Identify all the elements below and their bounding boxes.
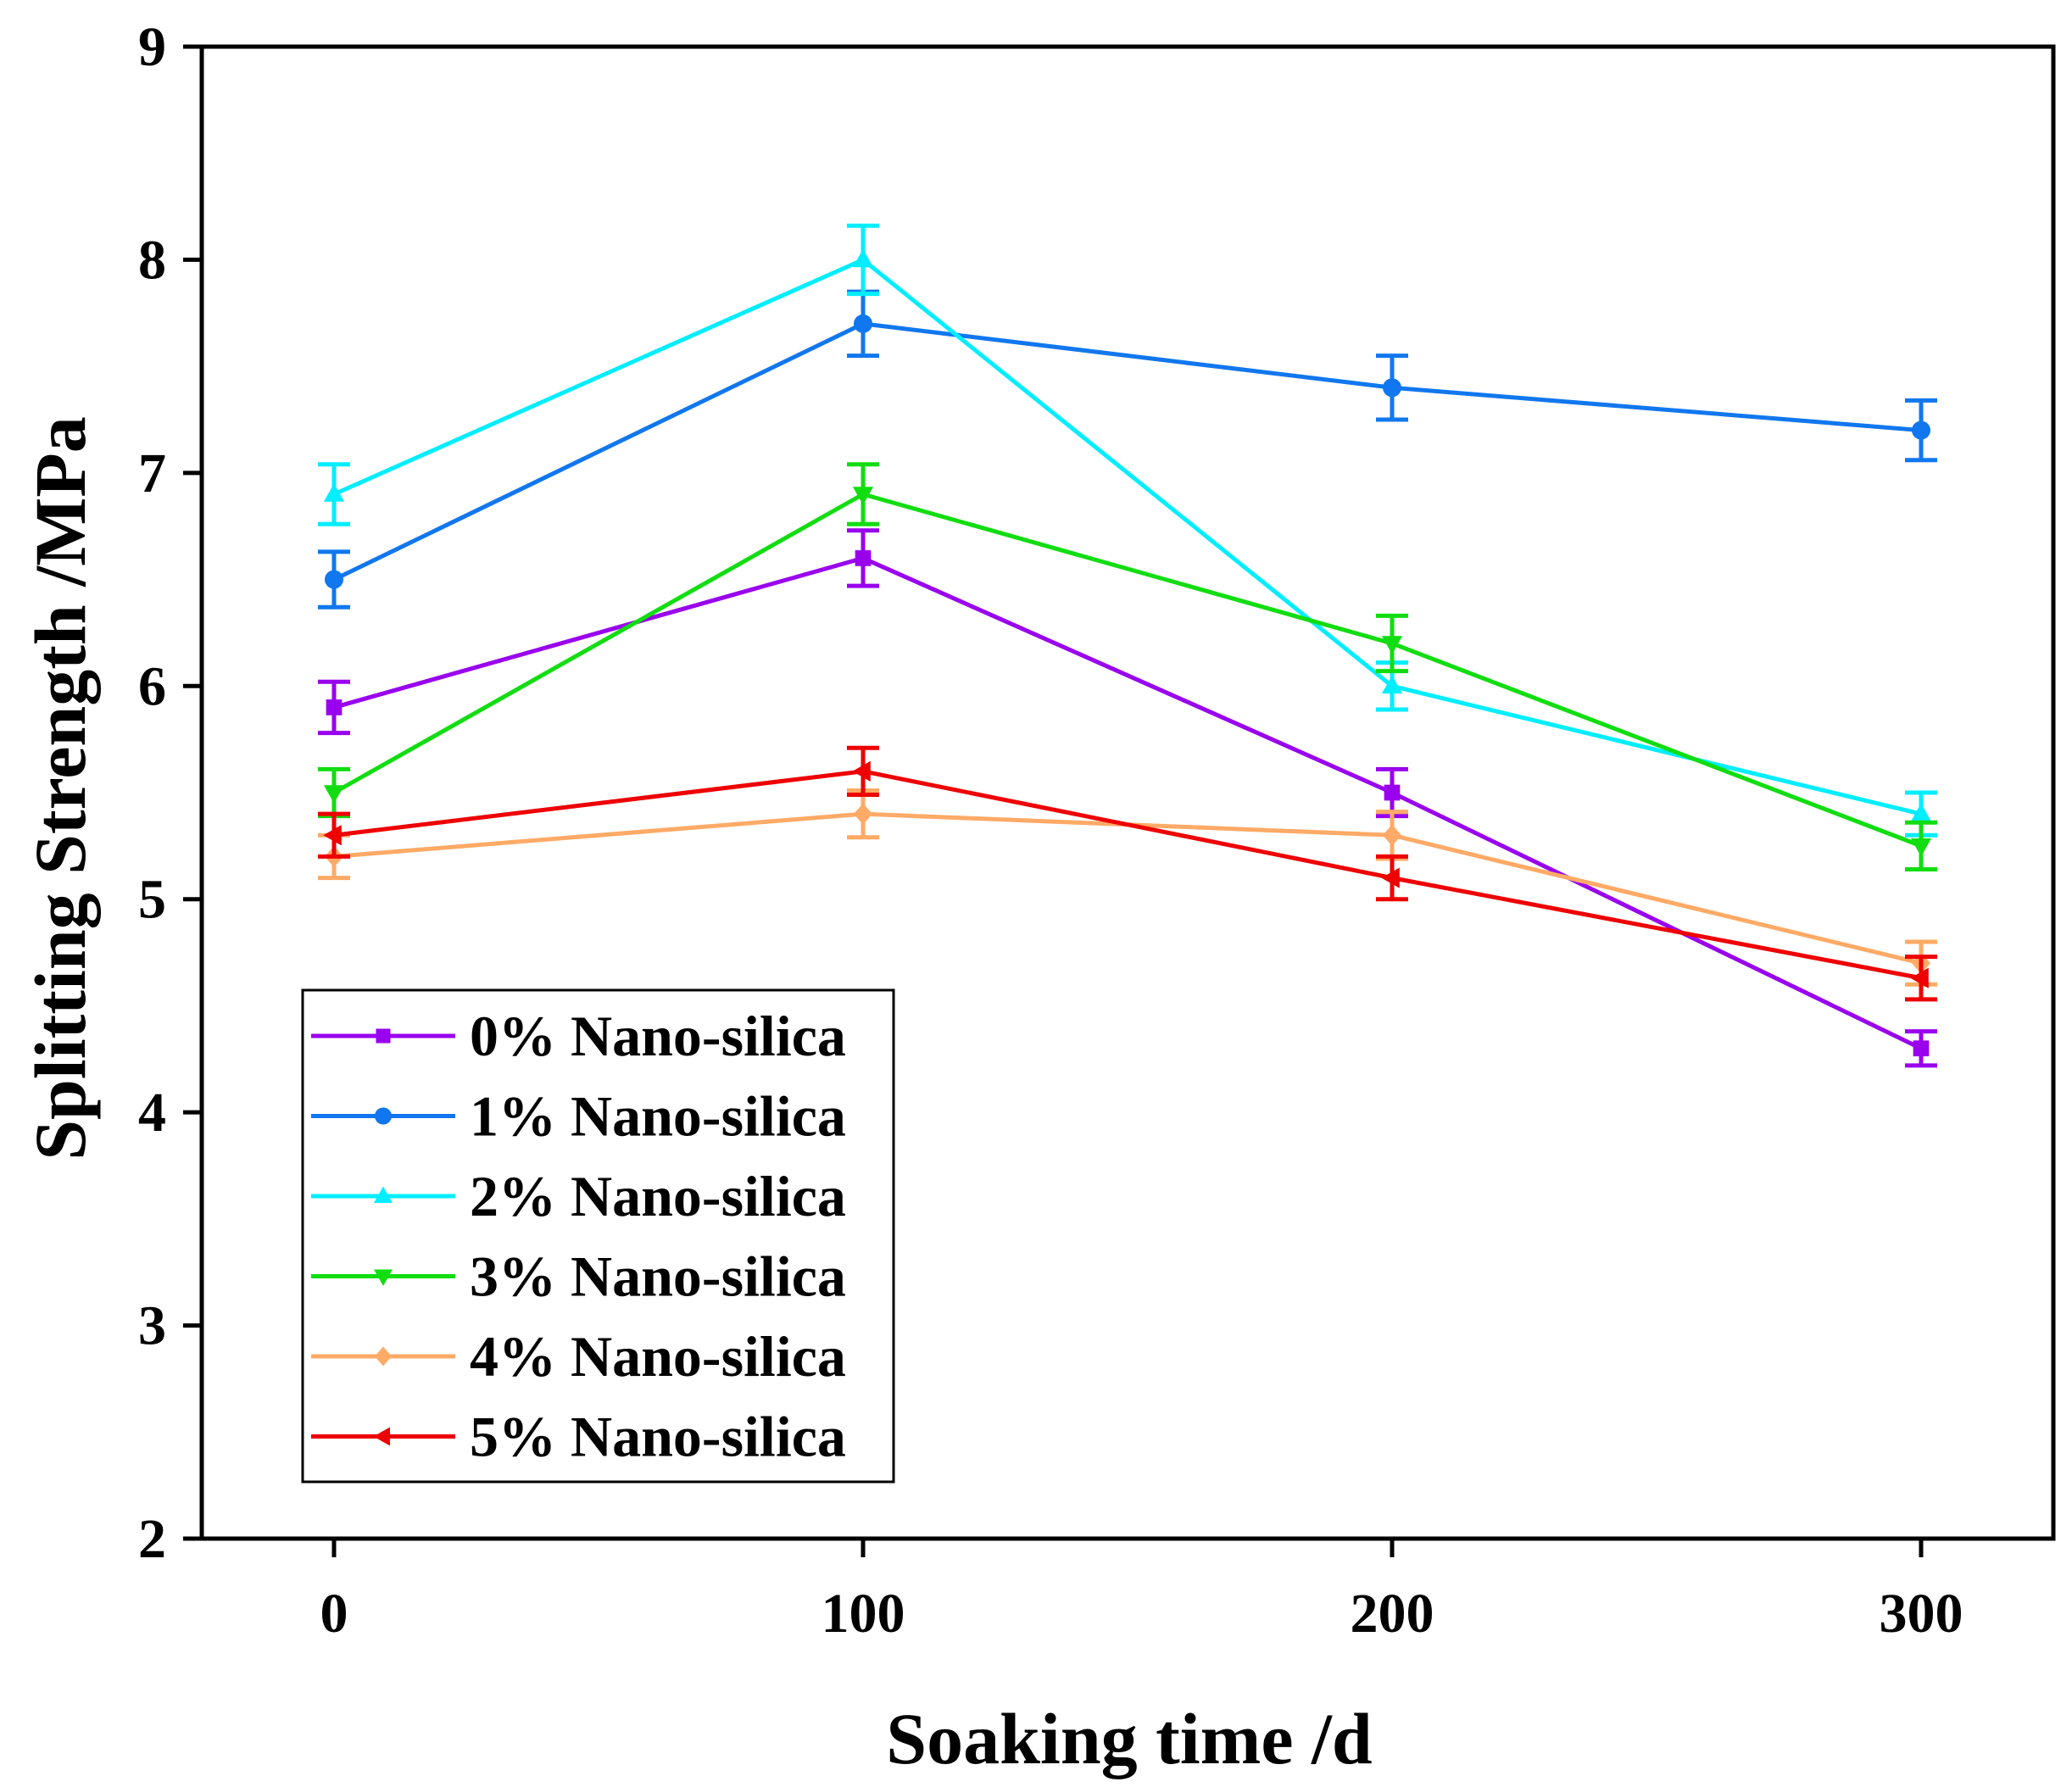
series-line (333, 555, 1923, 1050)
y-axis-title: Splitting Strength /MPa (19, 416, 101, 1161)
data-point (854, 314, 872, 333)
legend-item-5: 5% Nano-silica (311, 1405, 846, 1469)
data-point (852, 487, 874, 505)
legend-marker (374, 1186, 393, 1203)
data-point (323, 785, 345, 804)
series-2 (318, 223, 1937, 838)
y-tick-label: 6 (138, 655, 166, 717)
data-point (1383, 378, 1401, 398)
x-tick-label: 0 (320, 1583, 348, 1645)
series-line (332, 492, 1922, 849)
data-point (1384, 784, 1401, 801)
data-point (1910, 838, 1932, 857)
data-point (1381, 636, 1403, 654)
data-point (1913, 1040, 1930, 1057)
data-point (323, 825, 342, 846)
y-tick-label: 5 (138, 869, 166, 931)
legend-label: 4% Nano-silica (470, 1324, 846, 1389)
legend-marker (375, 1107, 392, 1125)
data-point (1910, 803, 1932, 821)
series-line (332, 257, 1922, 816)
data-point (323, 483, 345, 502)
data-point (1383, 824, 1401, 846)
series-5 (318, 745, 1937, 1002)
x-tick-label: 300 (1880, 1583, 1963, 1645)
series-layer (318, 223, 1937, 1068)
series-3 (318, 462, 1937, 872)
legend-label: 1% Nano-silica (470, 1084, 846, 1149)
data-point (325, 570, 343, 589)
series-4 (318, 788, 1937, 987)
y-tick-label: 4 (138, 1082, 166, 1144)
legend-item-2: 2% Nano-silica (311, 1164, 846, 1228)
data-point (852, 248, 874, 268)
data-point (1381, 867, 1400, 888)
legend-items: 0% Nano-silica 1% Nano-silica 2% Nano-sili… (311, 1004, 846, 1469)
data-point (1381, 675, 1403, 694)
legend-label: 0% Nano-silica (470, 1004, 846, 1068)
y-tick-label: 2 (138, 1508, 166, 1570)
series-line (332, 321, 1922, 582)
series-line (333, 811, 1922, 966)
legend: 0% Nano-silica 1% Nano-silica 2% Nano-sili… (301, 988, 895, 1484)
legend-item-4: 4% Nano-silica (311, 1324, 846, 1389)
series-line (333, 769, 1922, 981)
data-point (1912, 420, 1930, 440)
legend-item-3: 3% Nano-silica (311, 1244, 846, 1309)
data-point (852, 760, 871, 782)
data-point (1910, 967, 1929, 988)
series-1 (318, 289, 1937, 610)
plot-frame (199, 44, 2056, 1541)
y-tick-label: 3 (138, 1295, 166, 1357)
legend-marker (376, 1028, 391, 1044)
y-tick-label: 7 (138, 443, 166, 504)
data-point (854, 803, 872, 825)
legend-label: 2% Nano-silica (470, 1164, 846, 1228)
data-point (326, 699, 343, 715)
series-0 (318, 528, 1937, 1068)
legend-label: 5% Nano-silica (470, 1405, 846, 1469)
legend-item-0: 0% Nano-silica (311, 1004, 846, 1068)
x-tick-label: 200 (1351, 1583, 1434, 1645)
legend-label: 3% Nano-silica (470, 1244, 846, 1309)
legend-marker (374, 1269, 393, 1286)
x-tick-label: 100 (822, 1583, 905, 1645)
x-axis-title: Soaking time /d (886, 1698, 1372, 1779)
data-point (855, 550, 872, 566)
y-tick-label: 8 (138, 229, 166, 291)
legend-marker (373, 1427, 390, 1446)
legend-marker (375, 1346, 392, 1367)
y-tick-label: 9 (138, 16, 166, 78)
legend-item-1: 1% Nano-silica (311, 1084, 846, 1149)
tick-layer: 0 100 200 300 2 3 4 5 6 7 8 9 (138, 16, 1963, 1645)
legend-box (301, 988, 895, 1484)
